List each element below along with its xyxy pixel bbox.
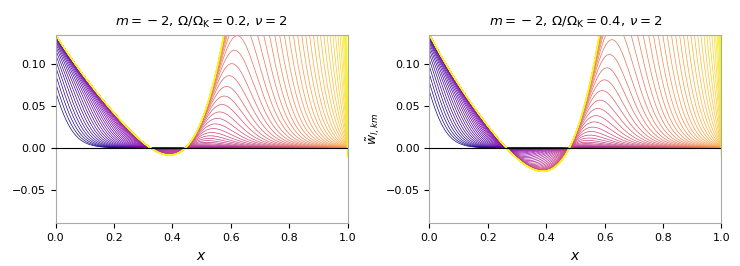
X-axis label: $x$: $x$ [196,249,207,263]
X-axis label: $x$: $x$ [570,249,581,263]
Y-axis label: $\tilde{w}_{l,km}$: $\tilde{w}_{l,km}$ [363,113,382,145]
Title: $m = -2,\, \Omega/\Omega_\mathrm{K} = 0.4,\, \nu = 2$: $m = -2,\, \Omega/\Omega_\mathrm{K} = 0.… [489,15,662,30]
Title: $m = -2,\, \Omega/\Omega_\mathrm{K} = 0.2,\, \nu = 2$: $m = -2,\, \Omega/\Omega_\mathrm{K} = 0.… [115,15,288,30]
